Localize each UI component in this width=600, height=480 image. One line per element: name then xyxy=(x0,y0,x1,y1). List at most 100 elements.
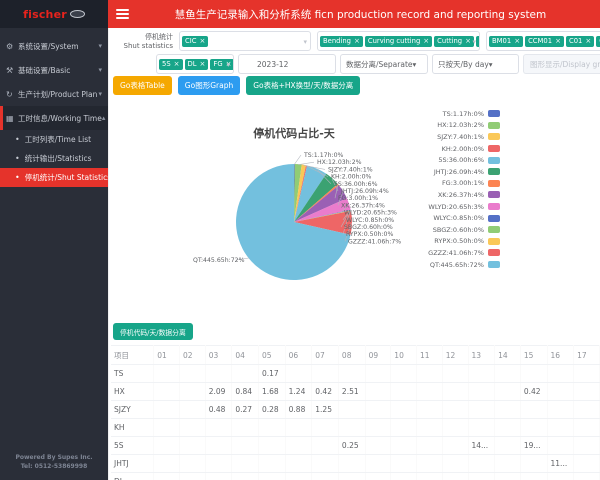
table-row-SJZY: SJZY 0.48 0.27 0.28 0.88 1.25 xyxy=(111,400,600,419)
machine-multiselect[interactable]: BM01×CCM01×C01×C02× xyxy=(486,31,600,51)
tag-remove-icon[interactable]: × xyxy=(199,36,206,45)
pie-slice-JHTJ[interactable] xyxy=(294,173,338,222)
tag-remove-icon[interactable]: × xyxy=(423,36,430,45)
legend-item-5S[interactable]: 5S:36.00h:6% xyxy=(428,154,500,166)
row-label: JHTJ xyxy=(111,454,155,473)
month-input[interactable]: 2023-12 xyxy=(238,54,336,74)
pie-slice-TS[interactable] xyxy=(294,163,295,222)
pie-slice-WLYD[interactable] xyxy=(294,198,351,222)
legend-label: HX:12.03h:2% xyxy=(437,121,484,130)
filter-tag-Bending[interactable]: Bending × xyxy=(320,35,363,47)
sidebar-item-product-plan[interactable]: ↻ 生产计划/Product Plan ▾ xyxy=(0,82,108,106)
tag-remove-icon[interactable]: × xyxy=(555,36,561,45)
tag-remove-icon[interactable]: × xyxy=(585,36,592,45)
table-cell xyxy=(494,364,521,383)
sidebar-item-shut-statistics[interactable]: • 停机统计/Shut Statistics xyxy=(0,168,108,187)
go-table-button[interactable]: Go表格Table xyxy=(113,76,172,95)
table-cell xyxy=(573,364,600,383)
pie-slice-HX[interactable] xyxy=(294,164,302,222)
filter-tag-Curving cutting[interactable]: Curving cutting × xyxy=(364,35,433,47)
menu-toggle-icon[interactable] xyxy=(116,9,129,19)
pie-slice-KH[interactable] xyxy=(294,165,308,222)
column-header: 04 xyxy=(231,345,259,365)
table-cell xyxy=(311,454,339,473)
phone-text: Tel: 0512-53869998 xyxy=(20,463,88,471)
separate-select[interactable]: 数据分离/Separate ▾ xyxy=(340,54,428,74)
column-header: 03 xyxy=(205,345,233,365)
tag-remove-icon[interactable]: × xyxy=(199,59,206,68)
filter-tag-BM01[interactable]: BM01 × xyxy=(489,35,524,47)
table-cell xyxy=(547,436,575,455)
by-day-select[interactable]: 只按天/By day ▾ xyxy=(432,54,519,74)
pie-slice-SBGZ[interactable] xyxy=(294,210,351,222)
filter-tag-CIC[interactable]: CIC × xyxy=(182,35,209,47)
table-cell xyxy=(390,364,418,383)
legend-item-KH[interactable]: KH:2.00h:0% xyxy=(428,143,500,155)
column-header: 09 xyxy=(365,345,392,365)
table-cell xyxy=(468,418,496,437)
table-cell xyxy=(573,382,600,401)
table-cell: 19... xyxy=(520,436,548,455)
legend-item-FG[interactable]: FG:3.00h:1% xyxy=(428,178,500,190)
display-graph-input[interactable]: 图形显示/Display graph xyxy=(523,54,600,74)
sidebar-item-time-list[interactable]: • 工时列表/Time List xyxy=(0,130,108,149)
legend-label: RYPX:0.50h:0% xyxy=(434,237,484,246)
legend-item-WLYC[interactable]: WLYC:0.85h:0% xyxy=(428,212,500,224)
code-day-separate-button[interactable]: 停机代码/天/数据分离 xyxy=(113,323,193,340)
filter-tag-Cutting[interactable]: Cutting × xyxy=(434,35,474,47)
legend-item-HX[interactable]: HX:12.03h:2% xyxy=(428,120,500,132)
table-cell xyxy=(258,454,286,473)
legend-item-QT[interactable]: QT:445.65h:72% xyxy=(428,259,500,271)
brand-logo-text: fischer xyxy=(23,7,67,21)
sidebar-subitem-label: 停机统计/Shut Statistics xyxy=(24,173,108,182)
process-multiselect[interactable]: Bending×Curving cutting×Cutting×F× ▾ xyxy=(317,31,480,51)
top-header: 慧鱼生产记录输入和分析系统 ficn production record and… xyxy=(108,0,600,28)
filter-tag-FG[interactable]: FG × xyxy=(210,58,233,70)
table-cell xyxy=(520,472,548,480)
pie-slice-GZZZ[interactable] xyxy=(294,210,352,235)
column-header: 14 xyxy=(494,345,521,365)
sidebar-item-statistics[interactable]: • 统计输出/Statistics xyxy=(0,149,108,168)
legend-item-XK[interactable]: XK:26.37h:4% xyxy=(428,189,500,201)
pie-label-line xyxy=(334,184,339,199)
table-cell xyxy=(547,382,575,401)
sidebar-item-basic[interactable]: ⚒ 基础设置/Basic ▾ xyxy=(0,58,108,82)
code-multiselect[interactable]: CIC × ▾ xyxy=(179,31,311,51)
filter-tag-F[interactable]: F× xyxy=(475,35,479,47)
filter-tag-C02[interactable]: C02× xyxy=(596,35,600,47)
sidebar-item-working-time[interactable]: ▦ 工时信息/Working Time ▴ xyxy=(0,106,108,130)
filter-tag-5S[interactable]: 5S × xyxy=(159,58,183,70)
brand-logo[interactable]: fischer xyxy=(0,0,108,28)
pie-slice-WLYC[interactable] xyxy=(294,209,351,222)
legend-item-SBGZ[interactable]: SBGZ:0.60h:0% xyxy=(428,224,500,236)
table-cell xyxy=(365,382,392,401)
tag-remove-icon[interactable]: × xyxy=(173,59,180,68)
filter-tag-DL[interactable]: DL × xyxy=(184,58,209,70)
sidebar-item-system[interactable]: ⚙ 系统设置/System ▾ xyxy=(0,34,108,58)
legend-item-JHTJ[interactable]: JHTJ:26.09h:4% xyxy=(428,166,500,178)
legend-item-GZZZ[interactable]: GZZZ:41.06h:7% xyxy=(428,247,500,259)
tag-remove-icon[interactable]: × xyxy=(514,36,521,45)
legend-item-TS[interactable]: TS:1.17h:0% xyxy=(428,108,500,120)
filter-tag-CCM01[interactable]: CCM01 × xyxy=(525,35,564,47)
legend-item-WLYD[interactable]: WLYD:20.65h:3% xyxy=(428,201,500,213)
go-graph-button[interactable]: Go图形Graph xyxy=(177,76,241,95)
pie-slice-SJZY[interactable] xyxy=(294,164,306,223)
legend-item-SJZY[interactable]: SJZY:7.40h:1% xyxy=(428,131,500,143)
tag-label: Curving cutting xyxy=(367,36,421,45)
legend-item-RYPX[interactable]: RYPX:0.50h:0% xyxy=(428,236,500,248)
pie-slice-5S[interactable] xyxy=(294,165,327,223)
tag-remove-icon[interactable]: × xyxy=(353,36,360,45)
pie-slice-FG[interactable] xyxy=(294,183,339,222)
pie-slice-XK[interactable] xyxy=(294,185,347,222)
tag-remove-icon[interactable]: × xyxy=(465,36,471,45)
filter-tag-C01[interactable]: C01 × xyxy=(565,35,595,47)
shift-multiselect[interactable]: 5S × DL × FG × ▾ xyxy=(156,54,234,74)
table-cell xyxy=(573,418,600,437)
bullet-icon: • xyxy=(15,173,20,182)
table-cell xyxy=(231,454,259,473)
go-table-hx-button[interactable]: Go表格+HX换型/天/数据分离 xyxy=(246,76,361,95)
tag-remove-icon[interactable]: × xyxy=(225,59,232,68)
pie-slice-QT[interactable] xyxy=(236,164,351,280)
pie-slice-RYPX[interactable] xyxy=(294,210,351,222)
